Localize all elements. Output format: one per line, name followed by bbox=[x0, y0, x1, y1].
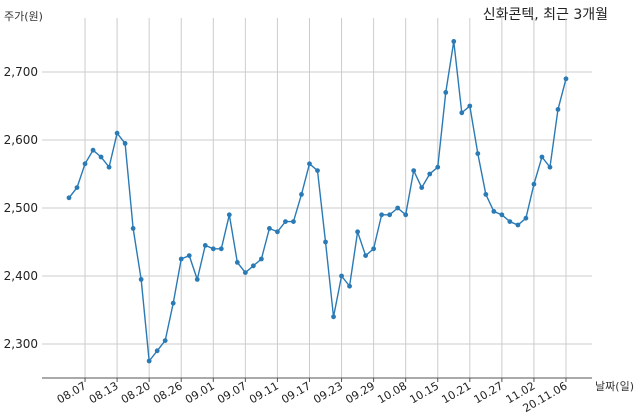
data-point bbox=[339, 273, 344, 279]
data-point bbox=[234, 260, 240, 265]
data-point bbox=[291, 219, 296, 225]
data-point bbox=[539, 154, 545, 160]
data-point bbox=[138, 277, 144, 282]
x-tick-label: 09.23 bbox=[311, 379, 345, 406]
data-point bbox=[154, 348, 160, 354]
data-point bbox=[258, 256, 264, 262]
data-point bbox=[467, 103, 473, 109]
x-tick-label: 08.26 bbox=[151, 379, 185, 406]
data-point bbox=[267, 226, 272, 231]
x-tick-label: 08.20 bbox=[119, 379, 153, 406]
y-tick-label: 2,500 bbox=[4, 201, 38, 215]
data-point bbox=[283, 219, 288, 225]
data-point bbox=[443, 90, 449, 95]
data-point bbox=[387, 212, 393, 218]
x-tick-label: 09.11 bbox=[247, 379, 281, 406]
x-tick-label: 08.13 bbox=[87, 379, 121, 406]
data-point bbox=[315, 168, 320, 174]
x-tick-label: 09.17 bbox=[279, 379, 313, 406]
x-tick-label: 10.15 bbox=[407, 379, 441, 406]
data-point bbox=[475, 151, 481, 157]
data-point bbox=[331, 314, 336, 320]
data-point bbox=[307, 161, 312, 167]
data-point bbox=[82, 161, 88, 167]
data-point bbox=[226, 212, 232, 218]
data-point bbox=[323, 239, 328, 245]
data-point bbox=[299, 192, 304, 197]
y-tick-label: 2,600 bbox=[4, 133, 38, 147]
grid-lines bbox=[42, 18, 592, 378]
data-point bbox=[403, 212, 409, 218]
data-point bbox=[531, 181, 537, 187]
y-tick-label: 2,400 bbox=[4, 269, 38, 283]
data-point bbox=[355, 229, 360, 235]
data-point bbox=[90, 147, 96, 153]
y-tick-label: 2,300 bbox=[4, 337, 38, 351]
x-tick-label: 10.08 bbox=[375, 379, 409, 406]
data-point bbox=[555, 107, 561, 112]
data-point bbox=[483, 192, 489, 197]
data-point bbox=[347, 283, 352, 289]
data-point bbox=[186, 253, 192, 258]
data-point bbox=[74, 185, 80, 191]
y-axis-label: 주가(원) bbox=[4, 10, 43, 23]
data-point bbox=[250, 263, 256, 269]
x-tick-label: 08.07 bbox=[55, 379, 89, 406]
y-tick-label: 2,700 bbox=[4, 65, 38, 79]
data-point bbox=[451, 39, 457, 44]
data-point bbox=[218, 246, 224, 252]
data-point bbox=[459, 110, 465, 116]
chart-title: 신화콘텍, 최근 3개월 bbox=[482, 7, 608, 23]
x-tick-label: 10.21 bbox=[440, 379, 474, 406]
price-series bbox=[66, 39, 569, 364]
x-tick-label: 09.07 bbox=[215, 379, 249, 406]
data-point bbox=[170, 300, 176, 306]
x-tick-label: 09.29 bbox=[343, 379, 377, 406]
data-point bbox=[146, 358, 152, 364]
data-point bbox=[491, 209, 497, 214]
data-point bbox=[363, 253, 368, 258]
data-point bbox=[411, 168, 417, 174]
data-point bbox=[563, 76, 569, 82]
data-point bbox=[122, 141, 128, 146]
data-point bbox=[194, 277, 200, 282]
data-point bbox=[66, 195, 72, 201]
data-point bbox=[395, 205, 401, 211]
data-point bbox=[202, 243, 208, 248]
data-point bbox=[507, 219, 513, 225]
data-point bbox=[419, 185, 425, 191]
data-point bbox=[98, 154, 104, 160]
data-point bbox=[547, 164, 553, 170]
data-point bbox=[242, 270, 248, 275]
data-point bbox=[114, 130, 120, 136]
data-point bbox=[515, 222, 521, 228]
data-point bbox=[499, 212, 505, 218]
data-point bbox=[435, 164, 441, 170]
data-point bbox=[523, 215, 529, 221]
x-tick-label: 10.27 bbox=[472, 379, 506, 406]
axes bbox=[42, 377, 592, 382]
data-point bbox=[371, 246, 377, 252]
data-point bbox=[130, 226, 136, 231]
data-point bbox=[178, 256, 184, 262]
data-point bbox=[427, 171, 433, 177]
x-tick-label: 09.01 bbox=[183, 379, 217, 406]
data-point bbox=[275, 229, 280, 235]
data-point bbox=[162, 338, 168, 343]
data-point bbox=[210, 246, 216, 252]
data-point bbox=[106, 164, 112, 170]
series-line bbox=[68, 41, 567, 363]
tick-labels: 2,300 2,400 2,500 2,600 2,700 08.0708.1308.20… bbox=[4, 65, 570, 415]
x-axis-label: 날짜(일) bbox=[595, 380, 634, 393]
data-point bbox=[379, 212, 385, 218]
